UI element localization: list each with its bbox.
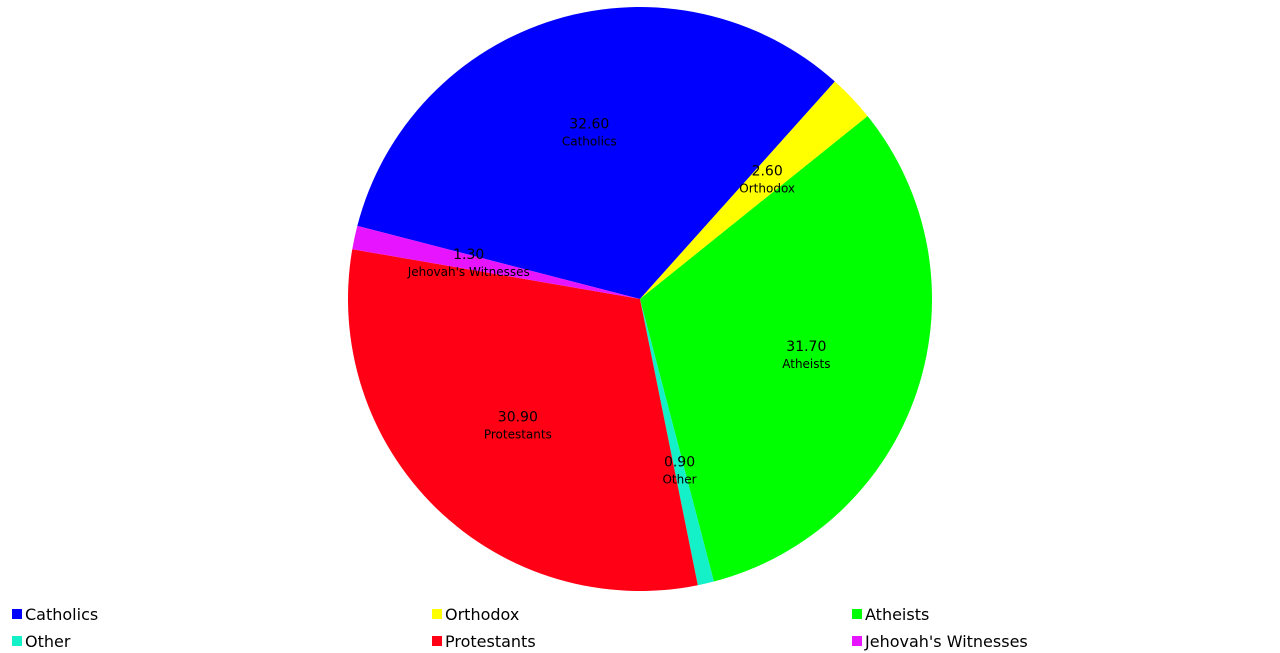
pie-slice-atheists xyxy=(640,116,933,582)
legend-item-jehovah-s-witnesses: Jehovah's Witnesses xyxy=(852,630,1028,652)
legend-item-catholics: Catholics xyxy=(12,603,98,625)
slice-name-label-atheists: Atheists xyxy=(782,357,830,371)
legend-swatch-protestants xyxy=(432,636,442,646)
legend-label-protestants: Protestants xyxy=(445,631,536,651)
legend-item-other: Other xyxy=(12,630,70,652)
slice-value-label-jehovah-s-witnesses: 1.30 xyxy=(453,247,484,263)
legend-item-atheists: Atheists xyxy=(852,603,929,625)
legend-swatch-atheists xyxy=(852,609,862,619)
slice-name-label-jehovah-s-witnesses: Jehovah's Witnesses xyxy=(407,265,530,279)
chart-legend: Catholics Orthodox Atheists Other Protestant… xyxy=(0,603,1280,653)
legend-label-orthodox: Orthodox xyxy=(445,604,520,624)
pie-chart-canvas: 32.60 Catholics 2.60 Orthodox 31.70 Atheists 0… xyxy=(348,7,933,591)
legend-label-catholics: Catholics xyxy=(25,604,99,624)
slice-value-label-other: 0.90 xyxy=(664,455,695,471)
pie-slice-orthodox xyxy=(640,81,868,300)
slice-name-label-orthodox: Orthodox xyxy=(739,181,795,195)
pie-slice-protestants xyxy=(348,249,698,591)
pie-slice-jehovah-s-witnesses xyxy=(352,225,640,299)
legend-item-orthodox: Orthodox xyxy=(432,603,519,625)
slice-value-label-catholics: 32.60 xyxy=(569,116,609,132)
slice-value-label-protestants: 30.90 xyxy=(498,410,538,426)
legend-item-protestants: Protestants xyxy=(432,630,536,652)
pie-chart: 32.60 Catholics 2.60 Orthodox 31.70 Atheists 0… xyxy=(348,7,933,591)
legend-swatch-jehovah-s-witnesses xyxy=(852,636,862,646)
slice-name-label-other: Other xyxy=(662,473,696,487)
pie-slice-other xyxy=(640,299,714,586)
legend-label-other: Other xyxy=(25,631,71,651)
legend-swatch-orthodox xyxy=(432,609,442,619)
legend-label-jehovah-s-witnesses: Jehovah's Witnesses xyxy=(865,631,1028,651)
slice-value-label-atheists: 31.70 xyxy=(786,339,826,355)
legend-swatch-catholics xyxy=(12,609,22,619)
pie-slice-catholics xyxy=(357,7,835,300)
slice-name-label-protestants: Protestants xyxy=(484,428,552,442)
slice-name-label-catholics: Catholics xyxy=(562,134,617,148)
legend-label-atheists: Atheists xyxy=(865,604,930,624)
legend-swatch-other xyxy=(12,636,22,646)
slice-value-label-orthodox: 2.60 xyxy=(752,163,783,179)
